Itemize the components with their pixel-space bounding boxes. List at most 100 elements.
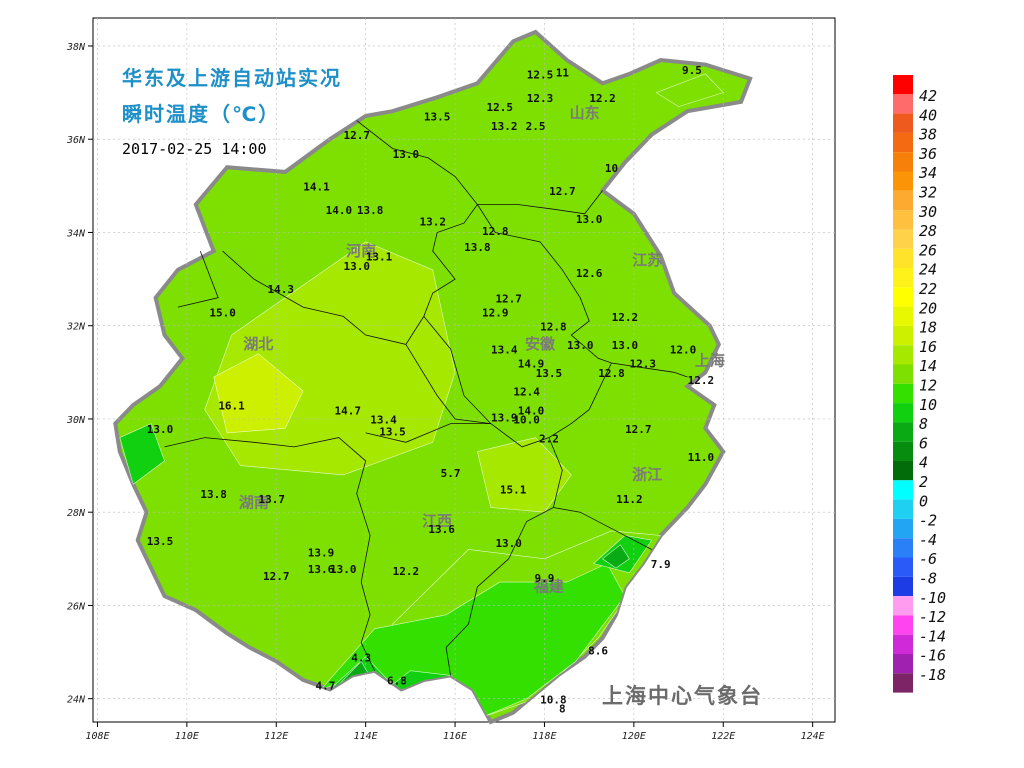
station-value: 13.6 xyxy=(428,523,455,536)
legend-swatch xyxy=(893,113,913,133)
station-value: 12.7 xyxy=(625,423,652,436)
lon-tick-label: 110E xyxy=(175,731,199,742)
legend-swatch xyxy=(893,229,913,249)
station-value: 15.0 xyxy=(209,306,236,319)
lat-tick-label: 32N xyxy=(66,322,86,333)
legend-swatch xyxy=(893,75,913,95)
station-value: 12.2 xyxy=(393,565,420,578)
station-value: 9.5 xyxy=(682,64,702,77)
color-legend: 424038363432302826242220181614121086420-… xyxy=(893,75,946,693)
station-value: 13.0 xyxy=(495,537,522,550)
legend-label: -14 xyxy=(919,627,946,645)
legend-swatch xyxy=(893,152,913,172)
legend-swatch xyxy=(893,94,913,114)
station-value: 13.4 xyxy=(370,414,397,427)
station-value: 13.0 xyxy=(330,563,357,576)
station-value: 12.8 xyxy=(482,225,509,238)
station-value: 12.3 xyxy=(630,358,657,371)
lat-tick-label: 34N xyxy=(66,228,86,239)
legend-swatch xyxy=(893,499,913,519)
legend-swatch xyxy=(893,596,913,616)
station-value: 13.0 xyxy=(612,339,639,352)
lon-tick-label: 114E xyxy=(354,731,378,742)
legend-swatch xyxy=(893,557,913,577)
province-label: 湖北 xyxy=(243,335,273,353)
station-value: 12.3 xyxy=(527,92,554,105)
station-value: 11 xyxy=(556,66,570,79)
map-subtitle: 瞬时温度（℃） xyxy=(122,102,281,126)
station-value: 13.7 xyxy=(259,493,286,506)
lon-tick-label: 112E xyxy=(264,731,288,742)
legend-label: 4 xyxy=(919,454,928,472)
legend-label: 10 xyxy=(919,396,937,414)
province-label: 上海 xyxy=(695,351,725,369)
station-value: 14.0 xyxy=(518,404,545,417)
lat-tick-label: 36N xyxy=(66,135,86,146)
station-value: 12.5 xyxy=(527,69,554,82)
station-value: 10.8 xyxy=(540,693,567,706)
station-value: 13.0 xyxy=(343,260,370,273)
legend-label: -18 xyxy=(919,666,946,684)
credit-label: 上海中心气象台 xyxy=(602,684,763,708)
station-value: 12.6 xyxy=(576,267,603,280)
axis-ticks: 108E 110E 112E 114E 116E 118E 120E 122E 124E 38N 3… xyxy=(66,42,825,742)
station-value: 13.9 xyxy=(491,411,518,424)
lat-tick-label: 26N xyxy=(67,601,86,612)
station-value: 16.1 xyxy=(218,400,245,413)
station-value: 13.8 xyxy=(357,204,384,217)
province-label: 江苏 xyxy=(632,251,662,269)
legend-label: 30 xyxy=(918,203,937,221)
station-value: 12.8 xyxy=(540,320,567,333)
province-label: 安徽 xyxy=(525,335,556,353)
legend-label: 36 xyxy=(918,145,937,163)
station-value: 10.0 xyxy=(513,414,540,427)
station-value: 4.3 xyxy=(351,651,371,664)
legend-swatch xyxy=(893,422,913,442)
station-value: 13.0 xyxy=(567,339,594,352)
station-value: 14.9 xyxy=(518,358,545,371)
station-value: 13.0 xyxy=(576,213,603,226)
lon-tick-label: 116E xyxy=(443,731,467,742)
station-value: 11.2 xyxy=(616,493,643,506)
lon-tick-label: 122E xyxy=(711,731,735,742)
timestamp: 2017-02-25 14:00 xyxy=(122,140,267,158)
lon-tick-label: 118E xyxy=(532,731,556,742)
province-label: 浙江 xyxy=(632,466,662,484)
station-value: 6.8 xyxy=(387,675,407,688)
lon-tick-label: 108E xyxy=(85,731,109,742)
legend-label: 24 xyxy=(919,261,937,279)
station-value: 12.2 xyxy=(612,311,639,324)
legend-swatch xyxy=(893,576,913,597)
legend-swatch xyxy=(893,441,913,461)
legend-swatch xyxy=(893,518,913,539)
legend-label: 2 xyxy=(919,473,928,491)
station-value: 12.7 xyxy=(343,129,370,142)
station-value: 10 xyxy=(605,162,618,175)
station-value: 13.5 xyxy=(536,367,563,380)
station-value: 2.2 xyxy=(539,432,559,445)
province-borders xyxy=(164,120,688,676)
station-value: 12.2 xyxy=(589,92,616,105)
legend-swatch xyxy=(893,403,913,423)
legend-label: 28 xyxy=(919,222,937,240)
legend-label: 0 xyxy=(919,492,928,510)
station-value: 14.7 xyxy=(335,404,362,417)
legend-swatch xyxy=(893,268,913,288)
legend-label: 32 xyxy=(918,184,937,202)
province-label: 山东 xyxy=(570,104,600,122)
legend-swatch xyxy=(893,615,913,635)
legend-swatch xyxy=(893,190,913,211)
legend-label: 16 xyxy=(919,338,937,356)
legend-label: -8 xyxy=(919,570,937,588)
legend-swatch xyxy=(893,480,913,500)
station-value: 13.6 xyxy=(308,563,335,576)
legend-swatch xyxy=(893,210,913,230)
station-value: 15.1 xyxy=(500,484,527,497)
legend-swatch xyxy=(893,673,913,693)
legend-swatch xyxy=(893,132,913,153)
station-value: 5.7 xyxy=(441,467,461,480)
station-value: 12.5 xyxy=(487,101,514,114)
station-value: 13.2 xyxy=(491,120,518,133)
station-value: 12.4 xyxy=(513,386,540,399)
